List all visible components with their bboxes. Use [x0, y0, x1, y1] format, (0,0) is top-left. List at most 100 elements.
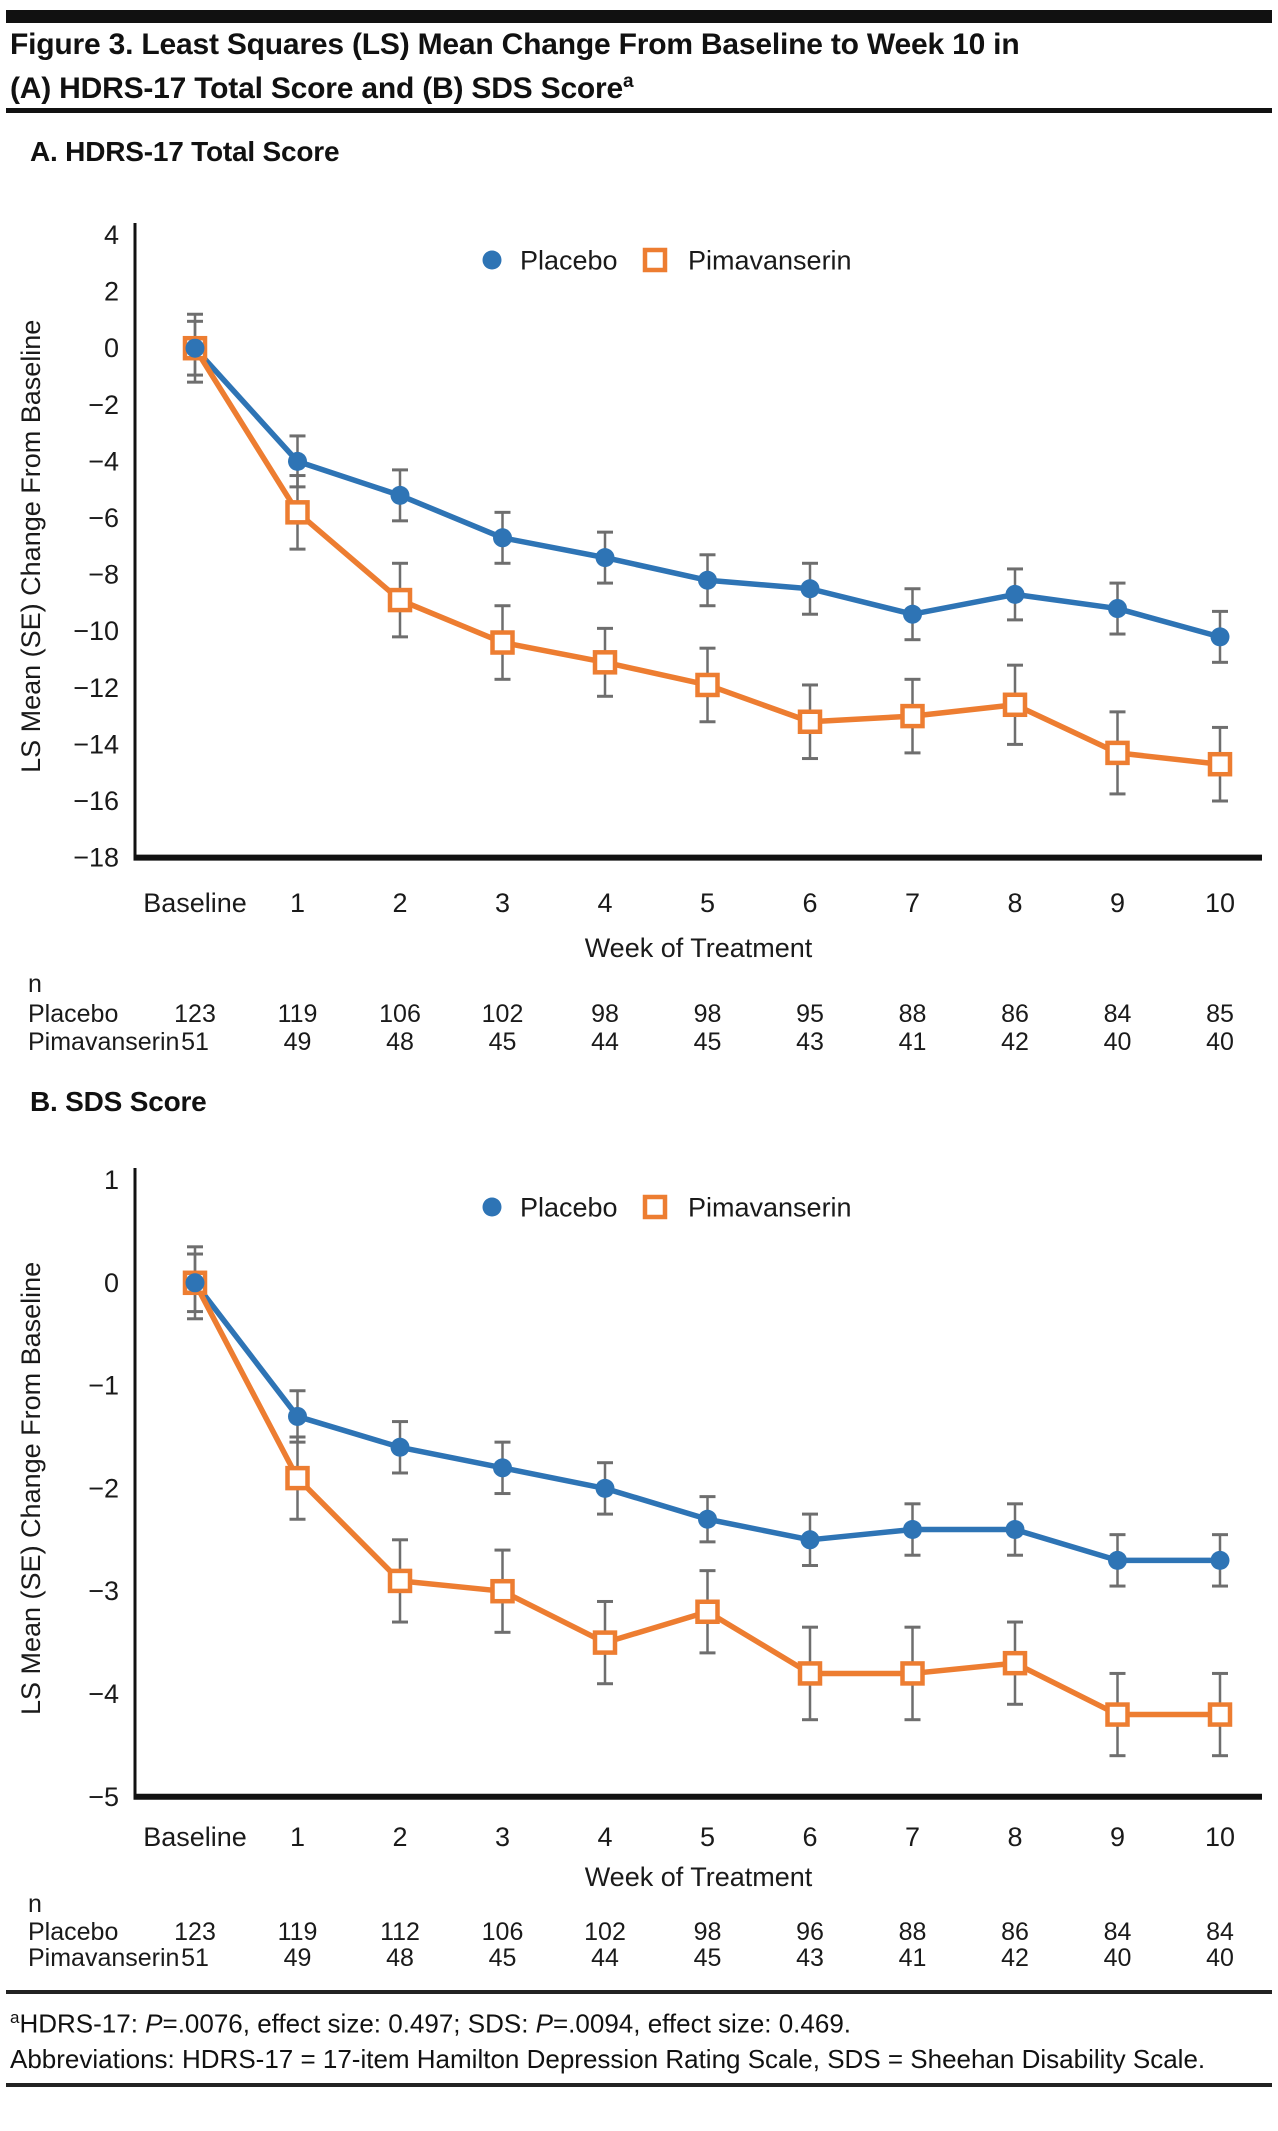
- n-table-value: 45: [694, 1028, 722, 1056]
- data-point-pimavanserin-6: [797, 709, 823, 735]
- data-point-pimavanserin-10: [1207, 751, 1233, 777]
- y-tick-label: −12: [73, 673, 119, 703]
- legend-pimavanserin-label: Pimavanserin: [688, 246, 852, 276]
- n-table-value: 123: [174, 1000, 216, 1028]
- x-tick-label: 10: [1205, 888, 1235, 918]
- y-axis-title: LS Mean (SE) Change From Baseline: [16, 1262, 46, 1715]
- n-table-value: 40: [1206, 1028, 1234, 1056]
- y-tick-label: −6: [88, 503, 119, 533]
- data-point-pimavanserin-6: [797, 1661, 823, 1686]
- n-table-value: 86: [1001, 1000, 1029, 1028]
- n-table-value: 48: [386, 1028, 414, 1056]
- n-table-value: 98: [694, 1000, 722, 1028]
- x-tick-label: 10: [1205, 1822, 1235, 1852]
- y-tick-label: −5: [88, 1782, 119, 1812]
- data-point-placebo-8: [1005, 1520, 1025, 1540]
- data-point-placebo-3: [493, 528, 512, 548]
- legend: Placebo Pimavanserin: [482, 1193, 852, 1223]
- data-point-pimavanserin-3: [490, 630, 515, 655]
- x-tick-label: 9: [1110, 888, 1125, 918]
- y-tick-label: 1: [104, 1165, 119, 1195]
- x-tick-label: 4: [597, 1822, 612, 1852]
- n-table-value: 84: [1206, 1918, 1234, 1946]
- n-table-value: 102: [482, 1000, 524, 1028]
- data-point-placebo-baseline: [185, 1273, 205, 1293]
- n-table-value: 95: [796, 1000, 824, 1028]
- n-table-value: 96: [796, 1918, 824, 1946]
- n-table-value: 123: [174, 1918, 216, 1946]
- data-point-placebo-5: [698, 1509, 717, 1529]
- x-axis-tick-labels: Baseline 1 2 3 4 5 6 7 8 9 10: [143, 888, 1235, 918]
- n-table-value: 40: [1104, 1944, 1132, 1972]
- data-point-pimavanserin-8: [1002, 692, 1028, 718]
- y-axis-tick-labels: 1 0 −1 −2 −3 −4 −5: [88, 1165, 119, 1812]
- n-table-value: 88: [899, 1000, 927, 1028]
- x-tick-label: 1: [290, 888, 305, 918]
- legend-pimavanserin-marker: [642, 247, 668, 273]
- n-table-value: 42: [1001, 1944, 1029, 1972]
- data-point-placebo-9: [1108, 599, 1127, 619]
- n-table-value: 106: [379, 1000, 421, 1028]
- footnote-seg2: =.0076, effect size: 0.497; SDS:: [162, 2008, 536, 2039]
- footnote-top-rule: [6, 1990, 1272, 1994]
- data-point-pimavanserin-2: [387, 1568, 413, 1594]
- footnote-seg1: HDRS-17:: [19, 2008, 146, 2039]
- data-point-placebo-10: [1210, 1550, 1230, 1570]
- data-point-placebo-baseline: [185, 338, 205, 358]
- n-table-value: 98: [694, 1918, 722, 1946]
- sds-line-chart: 10−1−2−3−4−5LS Mean (SE) Change From Bas…: [16, 1165, 1262, 1972]
- data-point-pimavanserin-4: [592, 650, 618, 675]
- n-table-value: 119: [278, 1918, 318, 1946]
- y-tick-label: −14: [73, 729, 119, 759]
- n-table-value: 45: [489, 1028, 517, 1056]
- n-table-row-label-pimavanserin: Pimavanserin: [28, 1944, 179, 1972]
- figure-title-superscript: a: [623, 71, 634, 92]
- legend-placebo-marker: [482, 1197, 502, 1217]
- n-table-value: 106: [482, 1918, 524, 1946]
- data-point-pimavanserin-4: [592, 1630, 618, 1655]
- data-point-pimavanserin-3: [490, 1578, 515, 1604]
- data-point-pimavanserin-5: [695, 1599, 720, 1625]
- data-point-placebo-9: [1108, 1550, 1127, 1570]
- data-point-pimavanserin-9: [1105, 1702, 1130, 1727]
- legend-placebo-label: Placebo: [520, 1193, 618, 1223]
- n-table-value: 88: [899, 1918, 927, 1946]
- n-table-row-label-placebo: Placebo: [28, 1000, 118, 1028]
- footnote-bottom-rule: [6, 2082, 1272, 2087]
- y-tick-label: −10: [73, 616, 119, 646]
- data-point-placebo-5: [698, 570, 717, 590]
- n-table-value: 85: [1206, 1000, 1234, 1028]
- footnote-abbreviations: Abbreviations: HDRS-17 = 17-item Hamilto…: [10, 2043, 1206, 2074]
- x-axis-tick-labels: Baseline 1 2 3 4 5 6 7 8 9 10: [143, 1822, 1235, 1852]
- data-point-placebo-8: [1005, 584, 1025, 604]
- legend-pimavanserin-label: Pimavanserin: [688, 1193, 852, 1223]
- x-tick-label: 8: [1007, 1822, 1022, 1852]
- y-tick-label: −1: [88, 1371, 119, 1401]
- series-markers-placebo: [185, 1273, 1230, 1570]
- figure-title-line2: (A) HDRS-17 Total Score and (B) SDS Scor…: [10, 72, 624, 105]
- data-point-pimavanserin-2: [387, 587, 413, 613]
- footnote-p1: P: [145, 2008, 163, 2039]
- x-tick-label: 7: [905, 1822, 920, 1852]
- n-table-value: 102: [584, 1918, 626, 1946]
- data-point-pimavanserin-7: [900, 1661, 925, 1686]
- data-point-placebo-7: [903, 604, 922, 624]
- top-rule: [6, 10, 1272, 23]
- x-tick-label: Baseline: [143, 888, 247, 918]
- data-point-placebo-2: [390, 485, 410, 505]
- data-point-pimavanserin-10: [1207, 1702, 1233, 1727]
- y-tick-label: −2: [88, 1473, 119, 1503]
- x-tick-label: 6: [802, 1822, 817, 1852]
- data-point-pimavanserin-9: [1105, 740, 1130, 766]
- n-table-row-label-pimavanserin: Pimavanserin: [28, 1028, 179, 1056]
- y-axis-title: LS Mean (SE) Change From Baseline: [16, 320, 46, 773]
- n-table-value: 86: [1001, 1918, 1029, 1946]
- y-tick-label: −16: [73, 786, 119, 816]
- n-table-header: n: [28, 1890, 42, 1918]
- legend-pimavanserin-marker: [642, 1194, 668, 1220]
- data-point-pimavanserin-5: [695, 672, 720, 698]
- n-table-value: 41: [899, 1944, 927, 1972]
